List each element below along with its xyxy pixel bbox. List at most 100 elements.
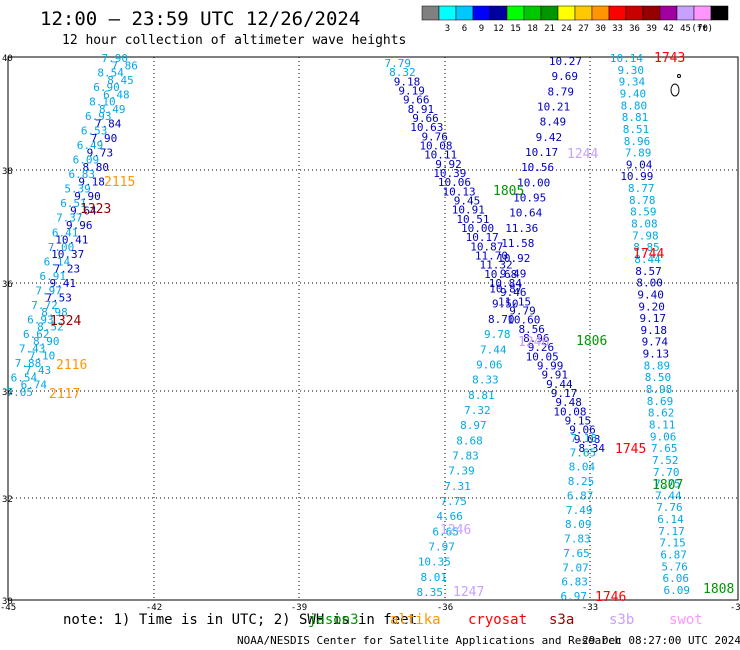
colorbar-tick-label: 45: [680, 24, 691, 34]
wave-height-reading: 4.66: [436, 510, 463, 523]
wave-height-reading: 6.06: [662, 572, 689, 585]
wave-height-reading: 10.14: [610, 52, 643, 65]
wave-height-reading: 10.87: [489, 283, 522, 296]
wave-height-reading: 8.68: [456, 434, 483, 447]
colorbar-unit-label: (ft): [691, 24, 713, 34]
wave-height-reading: 8.69: [647, 395, 674, 408]
wave-height-reading: 10.92: [497, 252, 530, 265]
wave-height-reading: 9.06: [476, 358, 503, 371]
wave-height-reading: 10.21: [537, 101, 570, 114]
wave-height-reading: 7.18: [571, 432, 598, 445]
pass-time-label: 1247: [453, 585, 484, 600]
wave-height-reading: 9.44: [546, 378, 573, 391]
wave-height-reading: 9.69: [552, 70, 579, 83]
colorbar-tick-label: 30: [595, 24, 606, 34]
pass-time-label: 1323: [80, 202, 111, 217]
wave-height-reading: 10.35: [418, 556, 451, 569]
wave-height-reading: 6.62: [23, 328, 50, 341]
wave-height-reading: 8.45: [107, 74, 134, 87]
wave-height-reading: 7.32: [464, 404, 491, 417]
wave-height-reading: 10.68: [484, 268, 517, 281]
wave-height-reading: 10.60: [507, 314, 540, 327]
latitude-label: 36: [2, 280, 13, 290]
wave-height-reading: 7.89: [625, 147, 652, 160]
wave-height-reading: 9.46: [500, 286, 527, 299]
wave-height-reading: 7.43: [25, 364, 52, 377]
colorbar-tick-label: 18: [527, 24, 538, 34]
wave-height-reading: 8.33: [472, 374, 499, 387]
colorbar-tick-label: 21: [544, 24, 555, 34]
wave-height-reading: 10.08: [419, 140, 452, 153]
wave-height-reading: 7.75: [440, 495, 467, 508]
pass-time-label: 1743: [654, 51, 685, 66]
wave-height-reading: 8.59: [630, 206, 657, 219]
footer-note: note: 1) Time is in UTC; 2) SWH is in fe…: [63, 612, 418, 628]
generated-timestamp: 29 Dec 08:27:00 UTC 2024: [582, 634, 740, 647]
wave-height-reading: 10.11: [424, 149, 457, 162]
wave-height-reading: 9.18: [641, 324, 668, 337]
wave-height-reading: 8.04: [569, 461, 596, 474]
wave-height-reading: 9.76: [421, 130, 448, 143]
wave-height-reading: 9.64: [70, 204, 97, 217]
wave-height-reading: 8.49: [540, 116, 567, 129]
wave-height-reading: 11.70: [475, 250, 508, 263]
pass-time-label: 1246: [518, 335, 549, 350]
wave-height-reading: 7.23: [54, 263, 81, 276]
wave-height-reading: 7.65: [563, 547, 590, 560]
latitude-label: 30: [2, 597, 13, 607]
wave-height-reading: 10.05: [526, 350, 559, 363]
pass-time-label: 1324: [50, 314, 81, 329]
wave-height-reading: 7.98: [632, 229, 659, 242]
satellite-legend-swot: swot: [669, 612, 703, 628]
latitude-label: 38: [2, 167, 13, 177]
pass-time-label: 1807: [652, 478, 683, 493]
wave-height-reading: 8.35: [417, 586, 444, 599]
wave-height-reading: 9.18: [394, 75, 421, 88]
longitude-label: -45: [0, 603, 16, 613]
wave-height-reading: 10.00: [461, 222, 494, 235]
wave-height-reading: 11.36: [505, 222, 538, 235]
wave-height-reading: 8.09: [565, 518, 592, 531]
wave-height-reading: 7.84: [95, 117, 122, 130]
satellite-legend-s3a: s3a: [549, 612, 575, 628]
wave-height-reading: 9.48: [555, 396, 582, 409]
wave-height-reading: 7.49: [566, 504, 593, 517]
wave-height-reading: 6.49: [77, 139, 104, 152]
wave-height-reading: 7.75: [654, 478, 681, 491]
islet-shape: [677, 74, 681, 78]
wave-height-reading: 10.99: [620, 170, 653, 183]
colorbar-tick-label: 27: [578, 24, 589, 34]
wave-height-reading: 6.41: [52, 226, 79, 239]
wave-height-reading: 9.45: [454, 195, 481, 208]
wave-height-reading: 7.65: [570, 446, 597, 459]
longitude-label: -30: [730, 603, 740, 613]
wave-height-reading: 6.65: [432, 525, 459, 538]
wave-height-reading: 10.39: [433, 167, 466, 180]
longitude-label: -33: [582, 603, 598, 613]
wave-height-reading: 8.57: [635, 265, 662, 278]
pass-time-label: 1808: [703, 582, 734, 597]
credit-line: NOAA/NESDIS Center for Satellite Applica…: [237, 634, 622, 647]
wave-height-reading: 6.14: [657, 513, 684, 526]
wave-height-reading: 10.63: [410, 121, 443, 134]
wave-height-reading: 9.79: [509, 305, 536, 318]
wave-height-reading: 8.44: [634, 253, 661, 266]
wave-height-reading: 11.58: [501, 237, 534, 250]
wave-height-reading: 7.53: [45, 292, 72, 305]
wave-height-reading: 6.51: [60, 197, 87, 210]
wave-height-reading: 8.54: [97, 67, 124, 80]
wave-height-reading: 6.14: [44, 255, 71, 268]
wave-height-reading: 9.92: [435, 158, 462, 171]
wave-height-reading: 6.83: [561, 576, 588, 589]
wave-height-reading: 6.97: [561, 590, 588, 603]
wave-height-reading: 10.84: [489, 277, 522, 290]
wave-height-reading: 8.80: [621, 99, 648, 112]
satellite-legend-altika: altika: [390, 612, 441, 628]
wave-height-reading: 8.70: [488, 313, 515, 326]
wave-height-reading: 9.42: [536, 131, 563, 144]
wave-height-reading: 9.19: [398, 85, 425, 98]
pass-time-label: 1246: [440, 523, 471, 538]
wave-height-reading: 8.89: [644, 359, 671, 372]
wave-height-reading: 7.76: [656, 501, 683, 514]
